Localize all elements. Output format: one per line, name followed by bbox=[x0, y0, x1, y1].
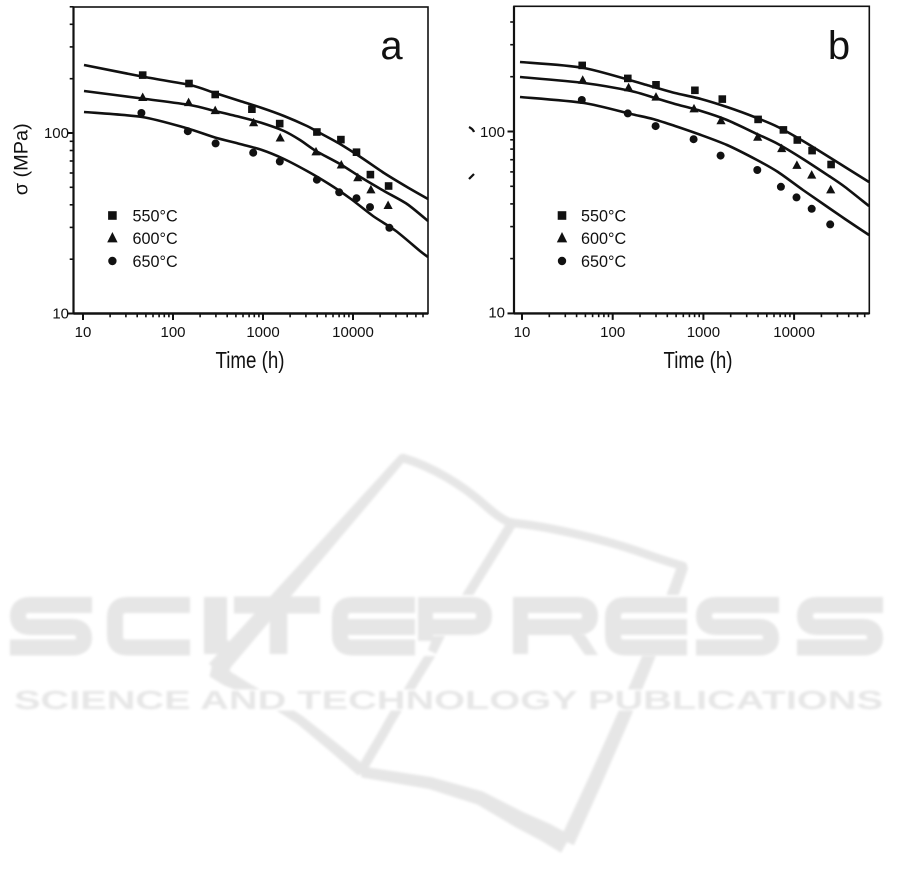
svg-text:b: b bbox=[828, 24, 850, 68]
svg-text:100: 100 bbox=[160, 324, 185, 341]
svg-text:600°C: 600°C bbox=[133, 230, 178, 248]
svg-text:10: 10 bbox=[514, 324, 531, 341]
svg-text:550°C: 550°C bbox=[581, 208, 626, 226]
svg-text:550°C: 550°C bbox=[133, 208, 178, 226]
svg-text:1000: 1000 bbox=[246, 324, 279, 341]
svg-text:10: 10 bbox=[52, 306, 69, 323]
svg-text:1000: 1000 bbox=[687, 324, 720, 341]
svg-text:Time (h): Time (h) bbox=[216, 347, 285, 373]
svg-text:σ (MPa): σ (MPa) bbox=[12, 123, 33, 195]
svg-text:100: 100 bbox=[44, 125, 69, 142]
svg-text:a: a bbox=[380, 24, 403, 68]
svg-text:10000: 10000 bbox=[332, 324, 374, 341]
svg-text:600°C: 600°C bbox=[581, 230, 626, 248]
svg-text:Time (h): Time (h) bbox=[664, 347, 733, 373]
svg-text:10: 10 bbox=[75, 324, 92, 341]
svg-text:100: 100 bbox=[480, 124, 505, 141]
svg-text:SCIENCE AND TECHNOLOGY PUBLICA: SCIENCE AND TECHNOLOGY PUBLICATIONS bbox=[14, 687, 883, 715]
svg-text:650°C: 650°C bbox=[581, 253, 626, 271]
svg-text:650°C: 650°C bbox=[133, 253, 178, 271]
svg-text:10000: 10000 bbox=[773, 324, 815, 341]
svg-text:100: 100 bbox=[600, 324, 625, 341]
svg-text:10: 10 bbox=[488, 305, 505, 322]
